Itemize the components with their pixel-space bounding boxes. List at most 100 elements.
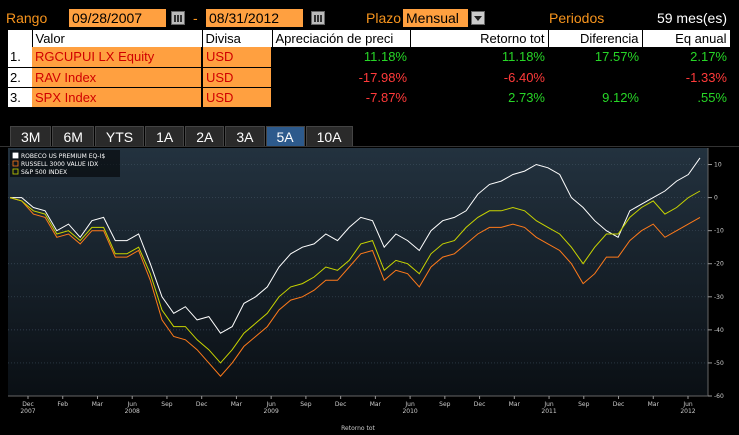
periods-label: Periodos bbox=[549, 10, 605, 26]
period-tabs: 3M 6M YTS 1A 2A 3A 5A 10A bbox=[10, 126, 354, 147]
total-return: -6.40% bbox=[410, 67, 548, 88]
legend-swatch bbox=[12, 160, 19, 167]
x-tick-label: Jun bbox=[543, 401, 554, 408]
range-label: Rango bbox=[6, 10, 48, 26]
x-tick-label: Jun bbox=[265, 401, 276, 408]
security-ticker[interactable]: RGCUPUI LX Equity bbox=[32, 47, 203, 68]
y-tick-label: -40 bbox=[714, 327, 724, 334]
tabs-divider bbox=[0, 146, 739, 147]
x-tick-label: Jun bbox=[682, 401, 693, 408]
header-index bbox=[8, 30, 33, 47]
security-ticker[interactable]: SPX Index bbox=[32, 87, 203, 108]
x-tick-year: 2012 bbox=[680, 408, 695, 415]
header-apreciacion[interactable]: Apreciación de preci bbox=[272, 30, 411, 47]
x-tick-year: 2008 bbox=[125, 408, 140, 415]
x-axis-label: Retorno tot bbox=[341, 425, 375, 432]
row-index: 3. bbox=[8, 87, 32, 108]
currency-cell[interactable]: USD bbox=[202, 47, 273, 68]
y-tick-label: 10 bbox=[714, 162, 722, 169]
header-eq-anual[interactable]: Eq anual bbox=[642, 30, 731, 47]
table-row[interactable]: 1. RGCUPUI LX Equity USD 11.18% 11.18% 1… bbox=[8, 47, 730, 68]
legend-swatch bbox=[12, 168, 19, 175]
x-tick-label: Mar bbox=[509, 401, 521, 408]
header-retorno[interactable]: Retorno tot bbox=[410, 30, 549, 47]
plot-area bbox=[8, 148, 708, 396]
legend-swatch bbox=[12, 152, 19, 159]
legend: ROBECO US PREMIUM EQ-I$RUSSELL 3000 VALU… bbox=[10, 150, 120, 177]
table-row[interactable]: 3. SPX Index USD -7.87% 2.73% 9.12% .55% bbox=[8, 87, 730, 108]
price-appreciation: -7.87% bbox=[272, 87, 410, 108]
series-line-1 bbox=[10, 157, 701, 334]
x-tick-label: Mar bbox=[648, 401, 660, 408]
legend-box bbox=[10, 150, 120, 177]
tab-6m[interactable]: 6M bbox=[52, 126, 94, 147]
x-tick-label: Jun bbox=[127, 401, 138, 408]
x-tick-label: Feb bbox=[57, 401, 68, 408]
series-line-2 bbox=[9, 197, 701, 377]
series-line-3 bbox=[9, 190, 701, 364]
total-return: 2.73% bbox=[410, 87, 548, 108]
plazo-select[interactable]: Mensual bbox=[403, 9, 468, 27]
x-tick-year: 2007 bbox=[20, 408, 35, 415]
legend-entry: RUSSELL 3000 VALUE IDX bbox=[21, 161, 98, 168]
tab-2a[interactable]: 2A bbox=[185, 126, 225, 147]
difference bbox=[548, 67, 642, 88]
chevron-down-icon[interactable] bbox=[471, 11, 485, 25]
currency-cell[interactable]: USD bbox=[202, 67, 273, 88]
legend-entry: S&P 500 INDEX bbox=[21, 169, 67, 176]
y-tick-label: -30 bbox=[714, 294, 724, 301]
start-calendar-icon[interactable] bbox=[171, 11, 185, 25]
x-tick-label: Mar bbox=[370, 401, 382, 408]
total-return: 11.18% bbox=[410, 47, 548, 68]
x-tick-label: Dec bbox=[335, 401, 347, 408]
periods-value: 59 mes(es) bbox=[656, 10, 727, 26]
x-tick-label: Dec bbox=[613, 401, 625, 408]
x-tick-year: 2011 bbox=[541, 408, 556, 415]
header-diferencia[interactable]: Diferencia bbox=[548, 30, 643, 47]
annualized: -1.33% bbox=[642, 67, 730, 88]
legend-entry: ROBECO US PREMIUM EQ-I$ bbox=[21, 153, 105, 160]
x-tick-label: Mar bbox=[92, 401, 104, 408]
end-date-field[interactable]: 08/31/2012 bbox=[206, 9, 303, 27]
y-tick-label: -60 bbox=[714, 393, 724, 400]
security-ticker[interactable]: RAV Index bbox=[32, 67, 203, 88]
y-tick-label: -10 bbox=[714, 228, 724, 235]
x-tick-label: Dec bbox=[22, 401, 34, 408]
x-tick-label: Sep bbox=[161, 401, 173, 408]
x-tick-label: Sep bbox=[439, 401, 451, 408]
tab-3a[interactable]: 3A bbox=[225, 126, 265, 147]
x-tick-year: 2009 bbox=[264, 408, 279, 415]
tab-3m[interactable]: 3M bbox=[10, 126, 52, 147]
plazo-label: Plazo bbox=[366, 10, 402, 26]
header-divisa[interactable]: Divisa bbox=[202, 30, 273, 47]
end-calendar-icon[interactable] bbox=[311, 11, 325, 25]
x-tick-label: Sep bbox=[578, 401, 590, 408]
row-index: 1. bbox=[8, 47, 32, 68]
x-tick-label: Jun bbox=[404, 401, 415, 408]
start-date-field[interactable]: 09/28/2007 bbox=[69, 9, 166, 27]
x-tick-label: Mar bbox=[231, 401, 243, 408]
x-tick-label: Sep bbox=[300, 401, 312, 408]
tab-yts[interactable]: YTS bbox=[94, 126, 145, 147]
difference: 9.12% bbox=[548, 87, 642, 108]
tab-1a[interactable]: 1A bbox=[145, 126, 185, 147]
y-tick-label: -50 bbox=[714, 360, 724, 367]
price-appreciation: -17.98% bbox=[272, 67, 410, 88]
header-valor[interactable]: Valor bbox=[32, 30, 203, 47]
y-tick-label: -20 bbox=[714, 261, 724, 268]
annualized: .55% bbox=[642, 87, 730, 108]
toolbar: Rango 09/28/2007 - 08/31/2012 Plazo Mens… bbox=[0, 0, 739, 30]
x-tick-label: Dec bbox=[196, 401, 208, 408]
currency-cell[interactable]: USD bbox=[202, 87, 273, 108]
tab-10a[interactable]: 10A bbox=[305, 126, 353, 147]
range-dash: - bbox=[193, 10, 198, 26]
y-tick-label: 0 bbox=[714, 195, 718, 202]
table-row[interactable]: 2. RAV Index USD -17.98% -6.40% -1.33% bbox=[8, 67, 730, 88]
row-index: 2. bbox=[8, 67, 32, 88]
price-appreciation: 11.18% bbox=[272, 47, 410, 68]
tab-5a[interactable]: 5A bbox=[265, 126, 305, 147]
x-tick-year: 2010 bbox=[402, 408, 417, 415]
securities-table: Valor Divisa Apreciación de preci Retorn… bbox=[8, 30, 731, 108]
table-header: Valor Divisa Apreciación de preci Retorn… bbox=[8, 30, 731, 47]
